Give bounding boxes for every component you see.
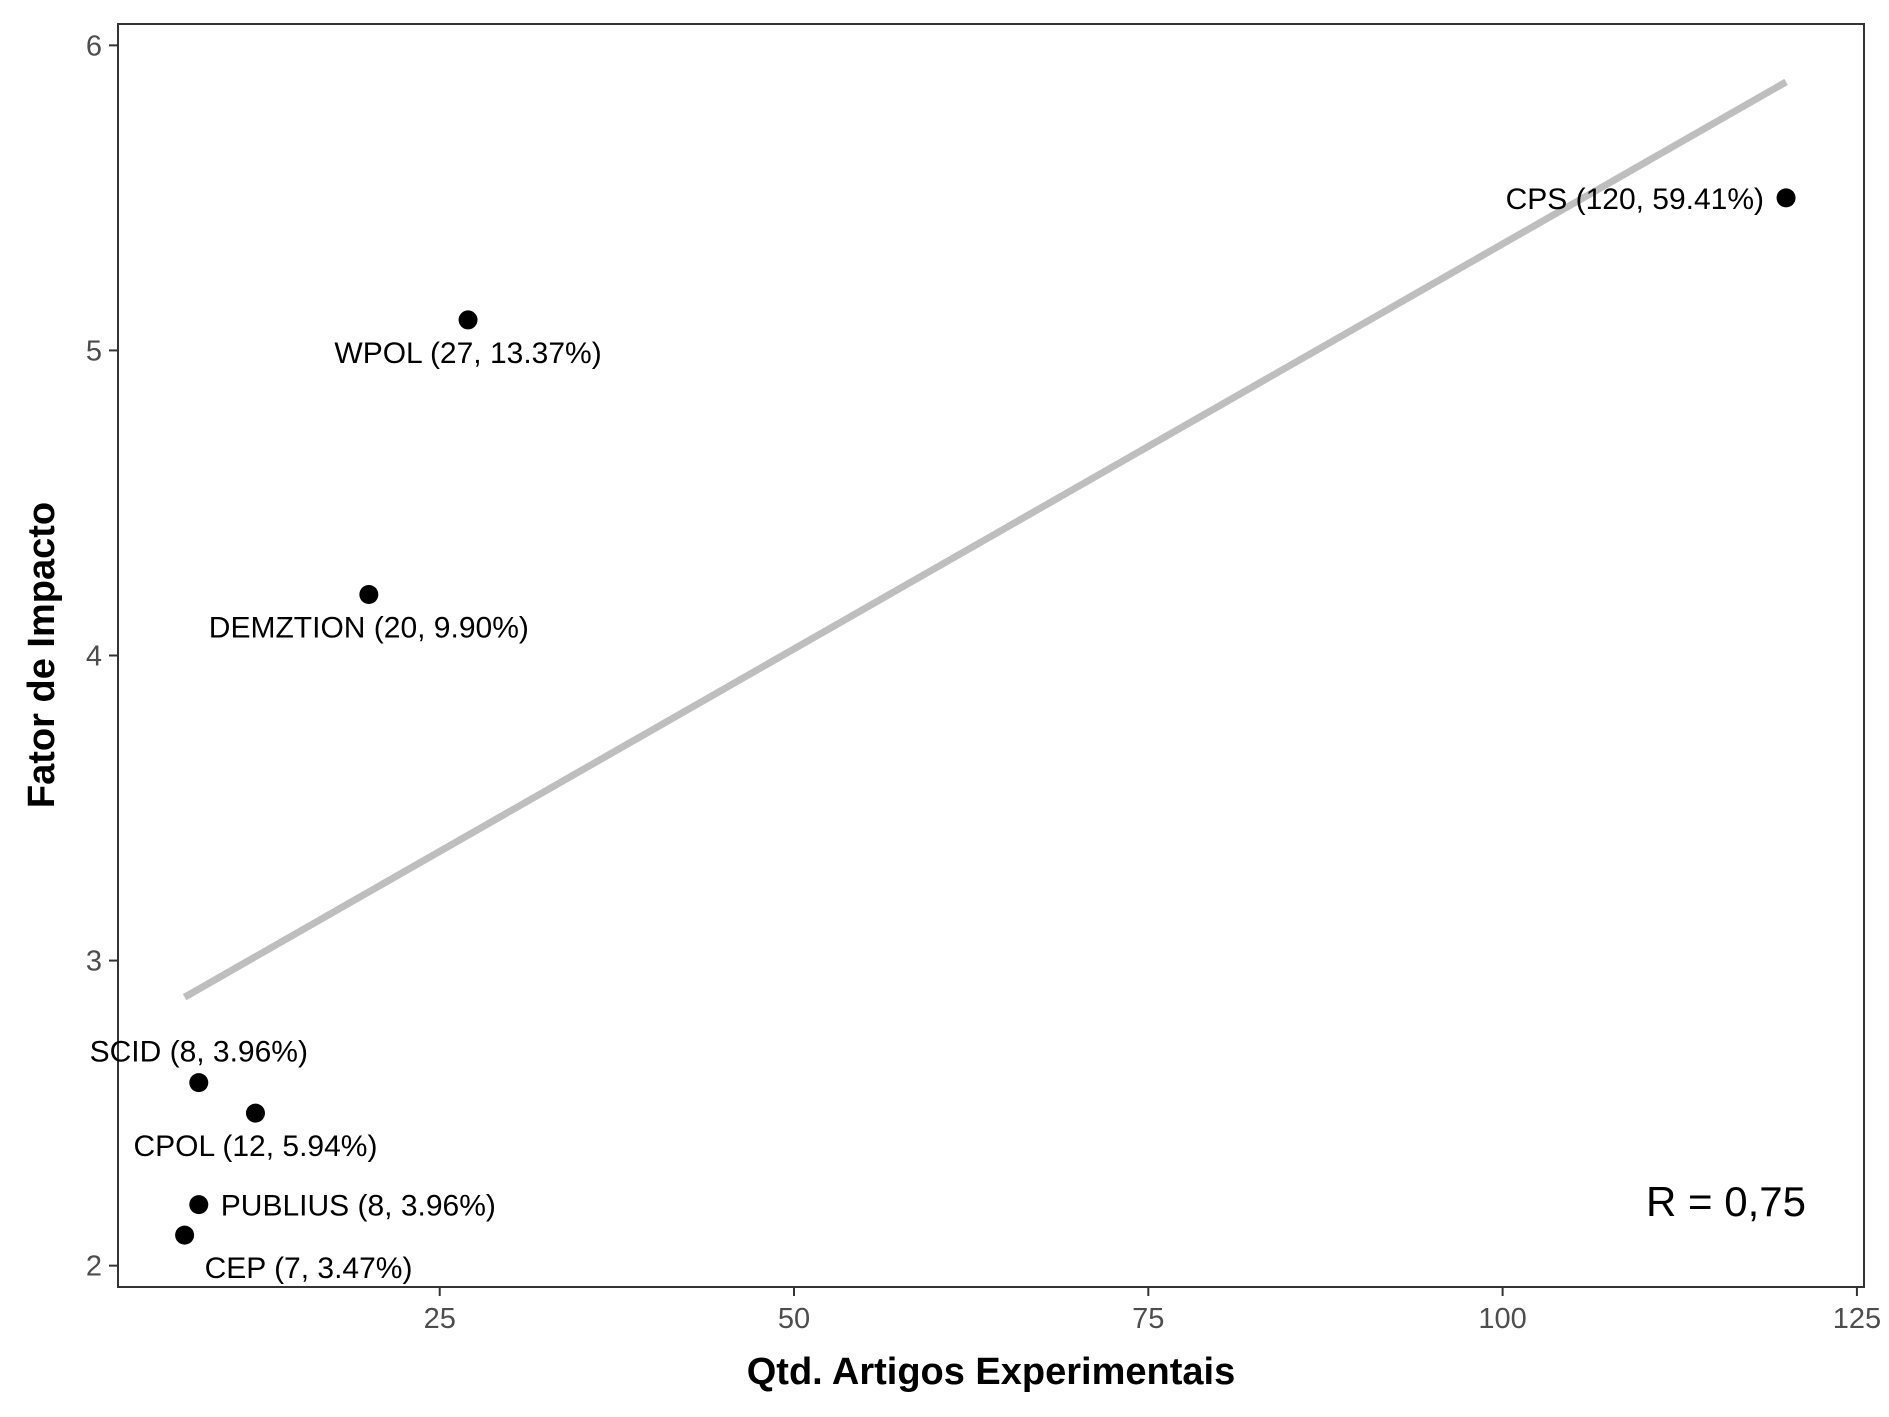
- y-tick-label: 4: [86, 641, 102, 673]
- point-labels-layer: CPS (120, 59.41%) WPOL (27, 13.37%) DEMZTI…: [90, 183, 1764, 1285]
- y-axis-title: Fator de Impacto: [21, 502, 63, 808]
- x-tick-label: 125: [1833, 1303, 1881, 1335]
- x-axis: 25 50 75 100 125: [424, 1287, 1881, 1335]
- trend-line: [182, 78, 1788, 1001]
- data-point-label: SCID (8, 3.96%): [90, 1036, 308, 1069]
- y-tick-label: 5: [86, 335, 102, 367]
- correlation-annotation: R = 0,75: [1646, 1178, 1806, 1225]
- y-tick-label: 6: [86, 30, 102, 62]
- data-point-label: WPOL (27, 13.37%): [334, 337, 601, 370]
- points-layer: [175, 188, 1796, 1245]
- data-point-label: CEP (7, 3.47%): [205, 1252, 413, 1285]
- x-tick-label: 50: [778, 1303, 810, 1335]
- data-point-label: PUBLIUS (8, 3.96%): [221, 1190, 496, 1223]
- x-tick-label: 75: [1132, 1303, 1164, 1335]
- data-point: [1776, 188, 1796, 208]
- data-point: [189, 1073, 209, 1093]
- data-point-label: CPS (120, 59.41%): [1506, 183, 1764, 216]
- data-point: [359, 584, 379, 604]
- y-tick-label: 2: [86, 1251, 102, 1283]
- data-point: [175, 1225, 195, 1245]
- x-tick-label: 100: [1478, 1303, 1526, 1335]
- plot-panel: [117, 23, 1865, 1288]
- trend-line-layer: [182, 78, 1788, 1001]
- y-tick-label: 3: [86, 946, 102, 978]
- data-point: [245, 1103, 265, 1123]
- data-point: [458, 310, 478, 330]
- data-point: [189, 1195, 209, 1215]
- x-tick-label: 25: [424, 1303, 456, 1335]
- data-point-label: CPOL (12, 5.94%): [133, 1130, 377, 1163]
- y-axis: 2 3 4 5 6: [86, 30, 118, 1283]
- x-axis-title: Qtd. Artigos Experimentais: [747, 1351, 1235, 1393]
- data-point-label: DEMZTION (20, 9.90%): [209, 611, 529, 644]
